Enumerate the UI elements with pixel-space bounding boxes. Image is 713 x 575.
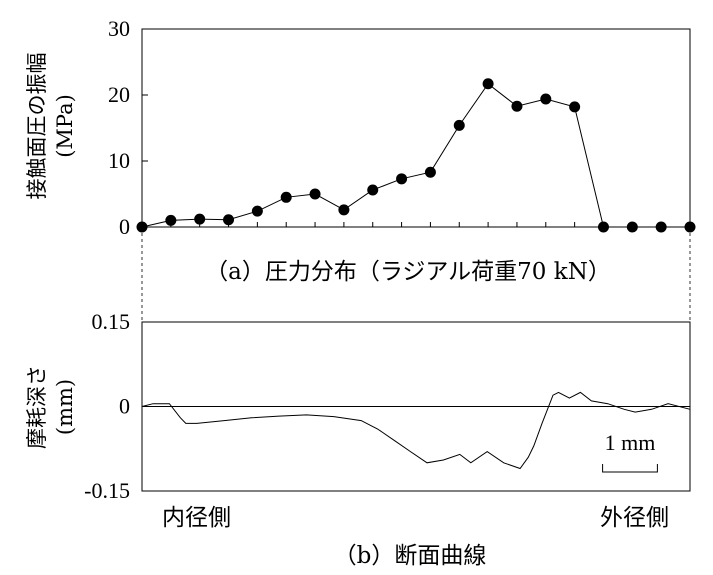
chart-a-data-point: [482, 78, 494, 90]
chart-a-ylabel-line2: (MPa): [53, 94, 77, 158]
chart-b: 摩耗深さ (mm) -0.15 0 0.15 1 mm 内径側 外径側 （b）断面曲…: [25, 309, 691, 569]
chart-a-data-point: [626, 221, 638, 233]
chart-a-data-point: [597, 221, 609, 233]
chart-a-data-point: [223, 214, 235, 226]
chart-a-data-point: [424, 166, 436, 178]
scale-bar-label: 1 mm: [605, 430, 656, 455]
chart-b-ylabel-line2: (mm): [53, 379, 77, 435]
chart-b-ytick-label: -0.15: [84, 478, 130, 503]
chart-a-data-point: [655, 221, 667, 233]
chart-b-ytick-label: 0: [119, 394, 130, 419]
chart-a-data-point: [511, 100, 523, 112]
chart-a-series-line: [141, 83, 690, 228]
chart-a-data-point: [194, 213, 206, 225]
chart-b-caption: （b）断面曲線: [334, 543, 487, 569]
chart-a-ytick-label: 0: [119, 214, 130, 239]
chart-a-data-point: [338, 204, 350, 216]
chart-b-profile-line: [141, 391, 691, 470]
x-left-label: 内径側: [162, 505, 231, 531]
chart-a-data-point: [569, 101, 581, 113]
chart-a-data-point: [453, 119, 465, 131]
chart-a-caption: （a）圧力分布（ラジアル荷重70 kN）: [205, 259, 611, 285]
scale-bar: 1 mm: [602, 430, 658, 473]
chart-a: 接触面圧の振幅 (MPa) 0 10 20 30 （a）圧力分布（ラジアル荷重70 k…: [25, 16, 696, 285]
chart-a-plot-frame: [141, 28, 691, 228]
chart-b-ylabel-line1: 摩耗深さ: [25, 365, 49, 449]
chart-a-data-point: [280, 191, 292, 203]
chart-a-data-point: [309, 188, 321, 200]
chart-a-ytick-label: 10: [108, 148, 130, 173]
scale-bar-line: [602, 464, 658, 473]
chart-a-ytick-label: 20: [108, 82, 130, 107]
x-right-label: 外径側: [600, 505, 669, 531]
chart-a-data-point: [396, 173, 408, 185]
chart-a-data-point: [367, 184, 379, 196]
chart-a-ylabel-line1: 接触面圧の振幅: [25, 53, 49, 200]
chart-a-data-point: [540, 93, 552, 105]
chart-b-ytick-label: 0.15: [92, 309, 131, 334]
chart-a-data-point: [165, 214, 177, 226]
chart-a-data-point: [251, 205, 263, 217]
chart-a-ytick-label: 30: [108, 16, 130, 41]
